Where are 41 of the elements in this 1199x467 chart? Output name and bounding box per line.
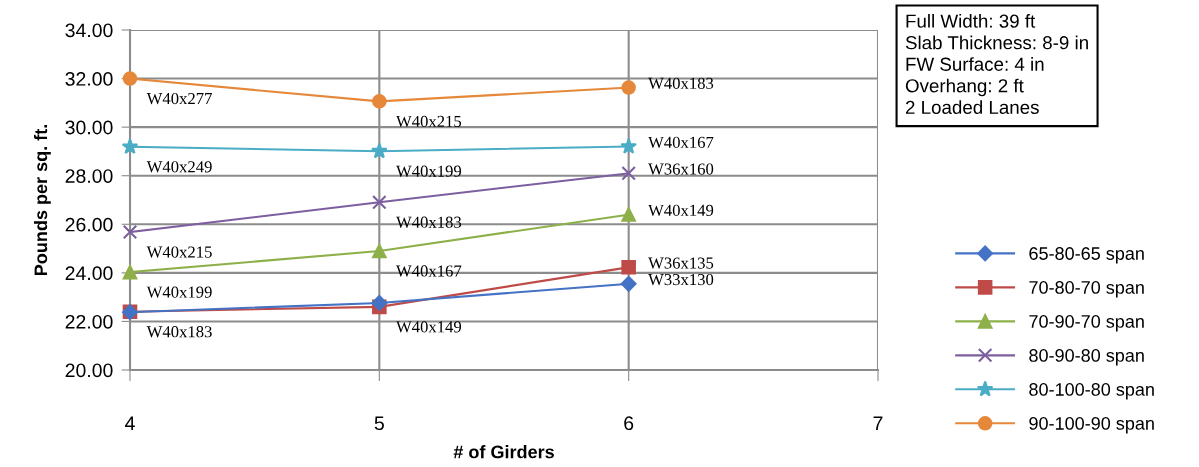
x-axis-title: # of Girders	[453, 445, 554, 459]
y-tick-label: 26.00	[65, 217, 113, 232]
annotation: W40x199	[396, 165, 462, 177]
legend-label: 90-100-90 span	[1029, 417, 1154, 434]
y-axis-title: Pounds per sq. ft.	[33, 125, 51, 276]
legend-label: 80-90-80 span	[1029, 349, 1144, 366]
annotation: W40x149	[396, 321, 462, 333]
annotation: W40x167	[396, 265, 462, 277]
annotation: W40x199	[146, 286, 212, 298]
annotation: W40x167	[648, 136, 714, 149]
annotation: W36x160	[648, 163, 714, 175]
annotation: W40x249	[146, 161, 212, 173]
legend-label: 70-90-70 span	[1029, 315, 1144, 332]
annotation: W40x183	[146, 326, 212, 338]
annotation: W40x215	[396, 115, 462, 128]
x-tick-label: 5	[374, 416, 384, 431]
annotation: W40x183	[396, 216, 462, 228]
text: Overhang: 2 ft	[905, 78, 1024, 97]
annotation: W40x277	[146, 92, 212, 105]
text: Full Width: 39 ft	[906, 14, 1036, 28]
legend-label: 80-100-80 span	[1029, 383, 1154, 400]
y-tick-label: 34.00	[65, 23, 113, 38]
y-tick-label: 32.00	[65, 72, 113, 86]
annotation: W40x149	[648, 204, 714, 217]
text: FW Surface: 4 in	[906, 57, 1044, 71]
legend-label: 65-80-65 span	[1029, 247, 1144, 264]
y-tick-label: 20.00	[65, 363, 113, 378]
x-tick-label: 7	[873, 416, 883, 430]
y-tick-label: 28.00	[65, 169, 113, 183]
annotation: W40x215	[146, 246, 212, 258]
annotation: W36x135	[648, 257, 714, 269]
text: Slab Thickness: 8-9 in	[905, 35, 1088, 50]
text: 2 Loaded Lanes	[905, 100, 1039, 114]
x-tick-label: 6	[624, 416, 634, 431]
legend-label: 70-80-70 span	[1029, 281, 1144, 298]
x-tick-label: 4	[125, 416, 135, 430]
y-tick-label: 22.00	[65, 314, 113, 329]
y-tick-label: 30.00	[65, 120, 113, 135]
annotation: W40x183	[648, 77, 714, 90]
y-tick-label: 24.00	[65, 266, 113, 281]
annotation: W33x130	[648, 273, 714, 286]
